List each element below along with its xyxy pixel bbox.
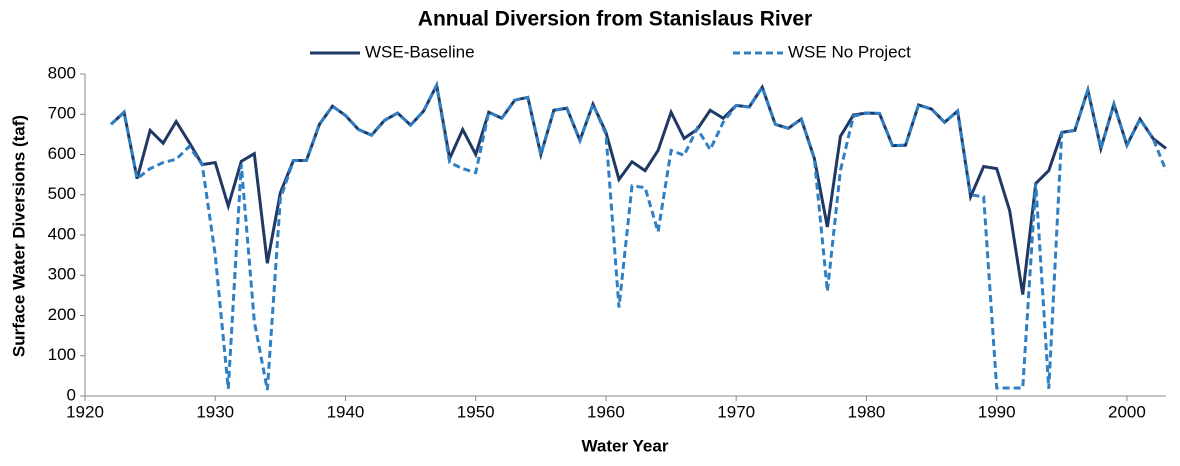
y-tick-label: 600 (48, 144, 76, 163)
chart-title: Annual Diversion from Stanislaus River (418, 8, 812, 31)
y-tick-label: 700 (48, 104, 76, 123)
legend-label: WSE No Project (788, 42, 911, 61)
x-tick-label: 1930 (196, 402, 234, 421)
x-axis-label: Water Year (582, 436, 669, 455)
y-tick-label: 800 (48, 63, 76, 82)
x-tick-label: 1950 (457, 402, 495, 421)
x-tick-label: 1960 (587, 402, 625, 421)
y-axis-label: Surface Water Diversions (taf) (9, 115, 28, 357)
x-tick-label: 1990 (978, 402, 1016, 421)
y-tick-label: 200 (48, 305, 76, 324)
x-tick-label: 1940 (327, 402, 365, 421)
y-tick-label: 300 (48, 265, 76, 284)
y-tick-label: 100 (48, 345, 76, 364)
series-line (110, 80, 1168, 391)
series-line (110, 80, 1167, 295)
x-tick-label: 2000 (1108, 402, 1146, 421)
y-tick-label: 0 (67, 385, 76, 404)
x-tick-label: 1920 (66, 402, 104, 421)
x-tick-label: 1970 (717, 402, 755, 421)
y-tick-label: 400 (48, 224, 76, 243)
x-tick-label: 1980 (848, 402, 886, 421)
y-tick-label: 500 (48, 184, 76, 203)
legend-label: WSE-Baseline (365, 42, 475, 61)
